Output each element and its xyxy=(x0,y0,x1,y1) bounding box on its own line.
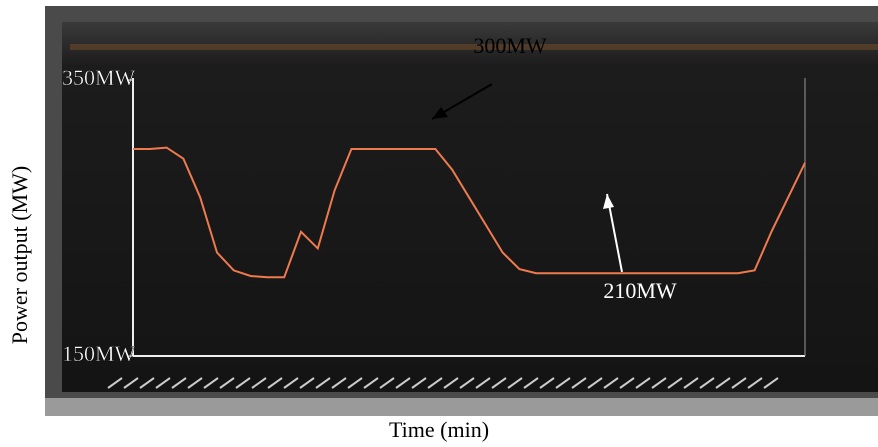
x-axis-label: Time (min) xyxy=(389,417,489,442)
y-tick-label: 150MW xyxy=(62,341,136,366)
taskbar xyxy=(45,398,878,416)
arrow-head xyxy=(603,194,614,209)
screen xyxy=(62,22,878,392)
y-tick-label: 350MW xyxy=(62,65,136,90)
status-bar xyxy=(70,44,878,50)
arrow-head xyxy=(432,107,448,119)
y-axis-label: Power output (MW) xyxy=(7,166,32,344)
data-line xyxy=(133,146,806,279)
annotation: 210MW xyxy=(603,278,677,303)
annotation: 300MW xyxy=(473,33,547,58)
x-tick-marks xyxy=(107,377,779,389)
